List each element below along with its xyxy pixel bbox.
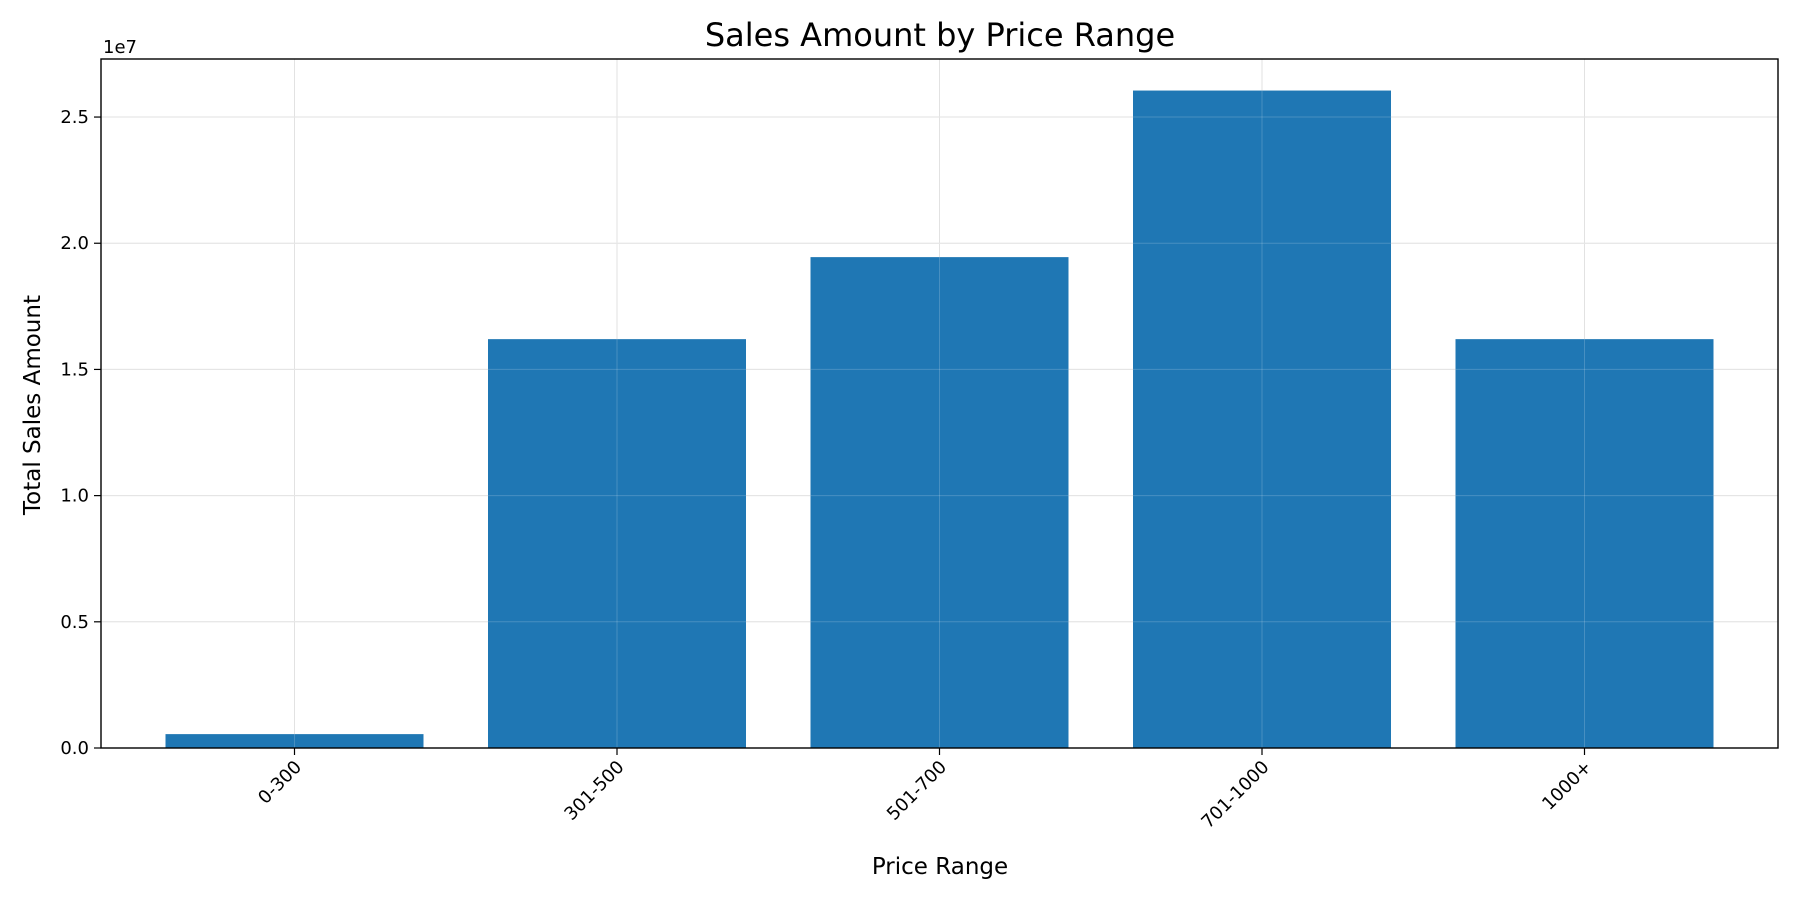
- bar: [1133, 90, 1391, 749]
- y-axis-label: Total Sales Amount: [20, 295, 46, 516]
- y-tick-label: 2.0: [60, 233, 89, 254]
- y-tick-label: 2.5: [60, 107, 89, 128]
- y-tick-label: 0.0: [60, 738, 89, 759]
- bar: [165, 734, 424, 748]
- bar: [488, 339, 746, 748]
- x-tick-label: 501-700: [883, 757, 951, 825]
- y-axis-ticks: 0.0 0.5 1.0 1.5 2.0 2.5: [60, 107, 101, 759]
- y-tick-label: 1.0: [60, 486, 89, 507]
- bar: [810, 257, 1069, 748]
- x-tick-label: 1000+: [1538, 757, 1596, 815]
- bars: [101, 59, 1778, 749]
- bar: [1455, 339, 1714, 748]
- y-tick-label: 0.5: [60, 612, 89, 633]
- x-axis-ticks: 0-300 301-500 501-700 701-1000 1000+: [254, 748, 1596, 833]
- chart-title: Sales Amount by Price Range: [705, 16, 1175, 54]
- x-tick-label: 301-500: [560, 757, 628, 825]
- y-tick-label: 1.5: [60, 359, 89, 380]
- x-tick-label: 0-300: [254, 757, 306, 809]
- y-offset-label: 1e7: [103, 37, 137, 58]
- x-tick-label: 701-1000: [1197, 757, 1273, 833]
- x-axis-label: Price Range: [872, 854, 1008, 880]
